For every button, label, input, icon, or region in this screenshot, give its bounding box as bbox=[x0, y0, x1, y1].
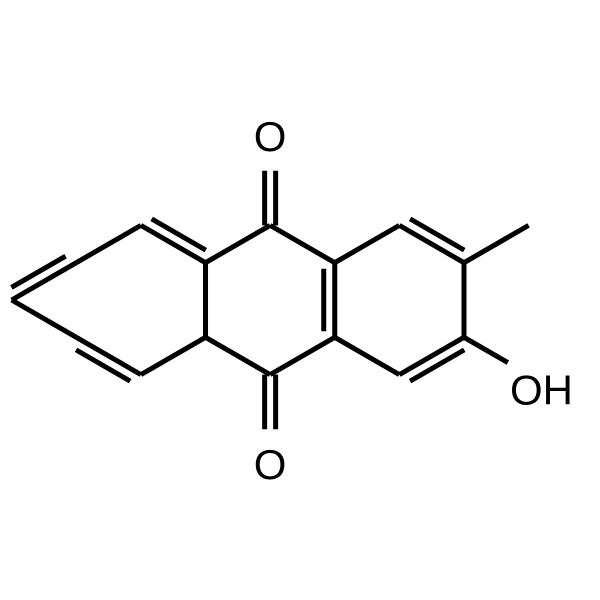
bond-line bbox=[76, 225, 141, 262]
bond-line bbox=[464, 225, 529, 262]
atom-label: O bbox=[254, 441, 287, 488]
atom-label: O bbox=[254, 113, 287, 160]
bond-line bbox=[335, 225, 400, 262]
atom-label: OH bbox=[510, 367, 573, 414]
bond-line bbox=[270, 337, 335, 374]
bond-line bbox=[141, 337, 206, 374]
bond-line bbox=[335, 337, 400, 374]
molecule-diagram: O O OH bbox=[0, 0, 600, 600]
bond-line bbox=[206, 337, 271, 374]
bond-line bbox=[206, 225, 271, 262]
bond-line bbox=[270, 225, 335, 262]
bond-line bbox=[464, 337, 508, 362]
bond-line bbox=[12, 300, 77, 337]
